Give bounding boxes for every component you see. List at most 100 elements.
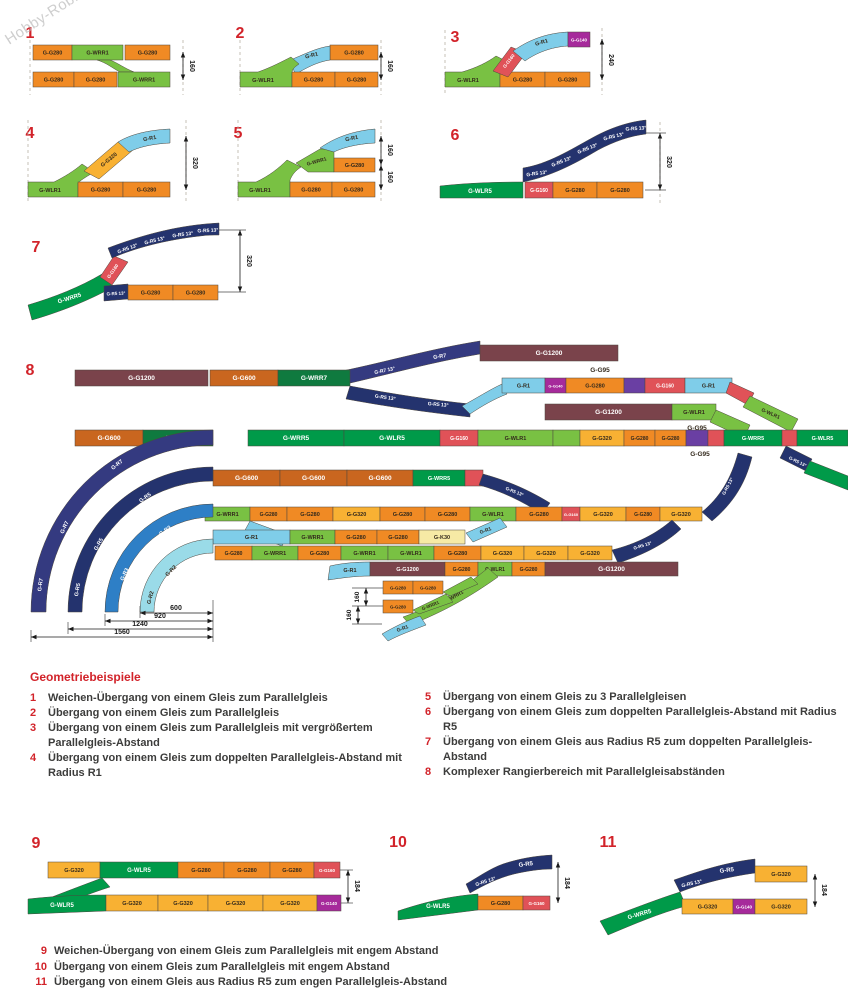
segment-label: G-R7 (60, 520, 71, 534)
segment-label: G-WLR5 (812, 436, 834, 442)
segment-label: G-WRR1 (306, 156, 327, 167)
segment-label: G-G280 (344, 51, 364, 57)
dim-arrow (207, 634, 213, 640)
dim-arrow (237, 286, 243, 292)
dimension-label: 320 (665, 156, 672, 168)
caption-number: 9 (40, 945, 47, 957)
segment-label: G-WRR1 (421, 600, 440, 612)
track-segment-G-G1200 (544, 561, 679, 577)
legend-item-text: Übergang von einem Gleis zum Parallelgle… (48, 707, 280, 719)
example-number: 8 (26, 362, 35, 379)
caption-text: Übergang von einem Gleis zum Parallelgle… (54, 960, 390, 973)
track-segment (623, 377, 646, 394)
segment-label: G-G280 (237, 868, 257, 874)
example-number: 3 (451, 29, 460, 46)
legend-title: Geometriebeispiele (30, 670, 141, 684)
legend-item-text: Übergang von einem Gleis zum doppelten P… (48, 752, 402, 779)
segment-label: G-WRR1 (86, 51, 108, 57)
segment-label: G-R1 (517, 384, 530, 390)
segment-label: G-R5 13° (172, 231, 194, 240)
dim-arrow (68, 626, 74, 632)
dim-arrow (355, 618, 361, 624)
segment-label: G-G160 (656, 384, 674, 390)
dim-arrow (363, 600, 369, 606)
caption-item-10: 10 Übergang von einem Gleis zum Parallel… (26, 960, 596, 976)
segment-label: G-G320 (347, 512, 367, 518)
segment-label: G-WLR5 (379, 435, 405, 442)
track-segment-G-WRR1 (412, 593, 454, 615)
example-8: 8 G-R7 13° G-R7 G-G1200 G-G1200 G-G600 G-WRR7 G… (26, 340, 848, 642)
dimension-label: 320 (245, 255, 252, 267)
example-number: 7 (32, 239, 41, 256)
segment-label: G-G280 (529, 512, 549, 518)
track-segment-G-G280 (596, 181, 644, 199)
track-segment-G-WLR5 (439, 181, 524, 199)
track-segment-G-G320 (754, 898, 808, 915)
segment-label: G-G95 (690, 451, 710, 458)
legend-item-6: 6 Übergang von einem Gleis zum doppelten… (425, 705, 843, 735)
segment-label: G-G280 (448, 551, 468, 557)
segment-label: G-G1200 (128, 375, 155, 382)
segment-label: G-WRR1 (353, 551, 375, 557)
dim-arrow (207, 610, 213, 616)
segment-label: G-G280 (513, 78, 533, 84)
segment-label: G-G280 (225, 551, 243, 557)
dim-arrow (555, 862, 561, 868)
segment-label: G-R2 (146, 591, 155, 605)
segment-label: G-G600 (302, 475, 326, 482)
legend-item-2: 2 Übergang von einem Gleis zum Parallelg… (30, 706, 418, 721)
legend-item-number: 2 (30, 707, 37, 719)
dim-arrow (378, 136, 384, 142)
dim-arrow (378, 165, 384, 171)
legend-item-1: 1 Weichen-Übergang von einem Gleis zum P… (30, 691, 418, 706)
legend-item-number: 3 (30, 722, 37, 734)
segment-label: G-R5 13° (197, 227, 218, 234)
dimension-label: 160 (386, 60, 393, 72)
segment-label: G-G280 (137, 188, 157, 194)
segment-label: G-WLR1 (505, 436, 527, 442)
dimension-label: 1560 (114, 629, 130, 636)
track-segment-G-K30 (418, 529, 466, 545)
track-segment (803, 460, 848, 491)
dim-arrow (599, 39, 605, 45)
segment-label: G-G1200 (396, 567, 419, 573)
legend-item-number: 7 (425, 736, 432, 748)
segment-label: G-WRR1 (301, 535, 323, 541)
segment-label: G-G320 (226, 901, 246, 907)
segment-label: G-WLR1 (400, 551, 422, 557)
dim-arrow (207, 618, 213, 624)
segment-label: G-WRR1 (133, 78, 155, 84)
segment-label: G-G280 (191, 868, 211, 874)
segment-label: G-G280 (138, 51, 158, 57)
dim-arrow (180, 52, 186, 58)
segment-label: G-R1 (343, 568, 356, 574)
segment-label: G-R7 13° (374, 366, 396, 376)
legend-column-right: 5 Übergang von einem Gleis zu 3 Parallel… (425, 690, 843, 780)
dim-arrow (812, 874, 818, 880)
track-segment-G-G320 (659, 506, 703, 522)
segment-label: G-G280 (388, 535, 408, 541)
dim-arrow (599, 74, 605, 80)
segment-label: G-G140 (548, 384, 563, 389)
segment-label: G-R5 13° (603, 132, 625, 143)
segment-label: G-G280 (585, 384, 605, 390)
segment-label: G-G280 (345, 163, 365, 169)
caption-text: Übergang von einem Gleis aus Radius R5 z… (54, 976, 448, 988)
dimension-label: 184 (563, 877, 570, 889)
example-9: 9 G-G320 G-WLR5 G-G280 G-G280 G-G280 G-G160 G-W… (27, 835, 360, 915)
segment-label: G-G320 (771, 872, 791, 878)
track-segment-G-R1 (465, 517, 508, 543)
segment-label: G-G320 (671, 512, 691, 518)
dim-arrow (237, 230, 243, 236)
track-segment (465, 854, 553, 894)
segment-label: G-G320 (771, 905, 791, 911)
segment-label: G-R5 13° (427, 401, 448, 409)
segment-label: G-G280 (558, 78, 578, 84)
segment-label: G-G280 (610, 188, 630, 194)
